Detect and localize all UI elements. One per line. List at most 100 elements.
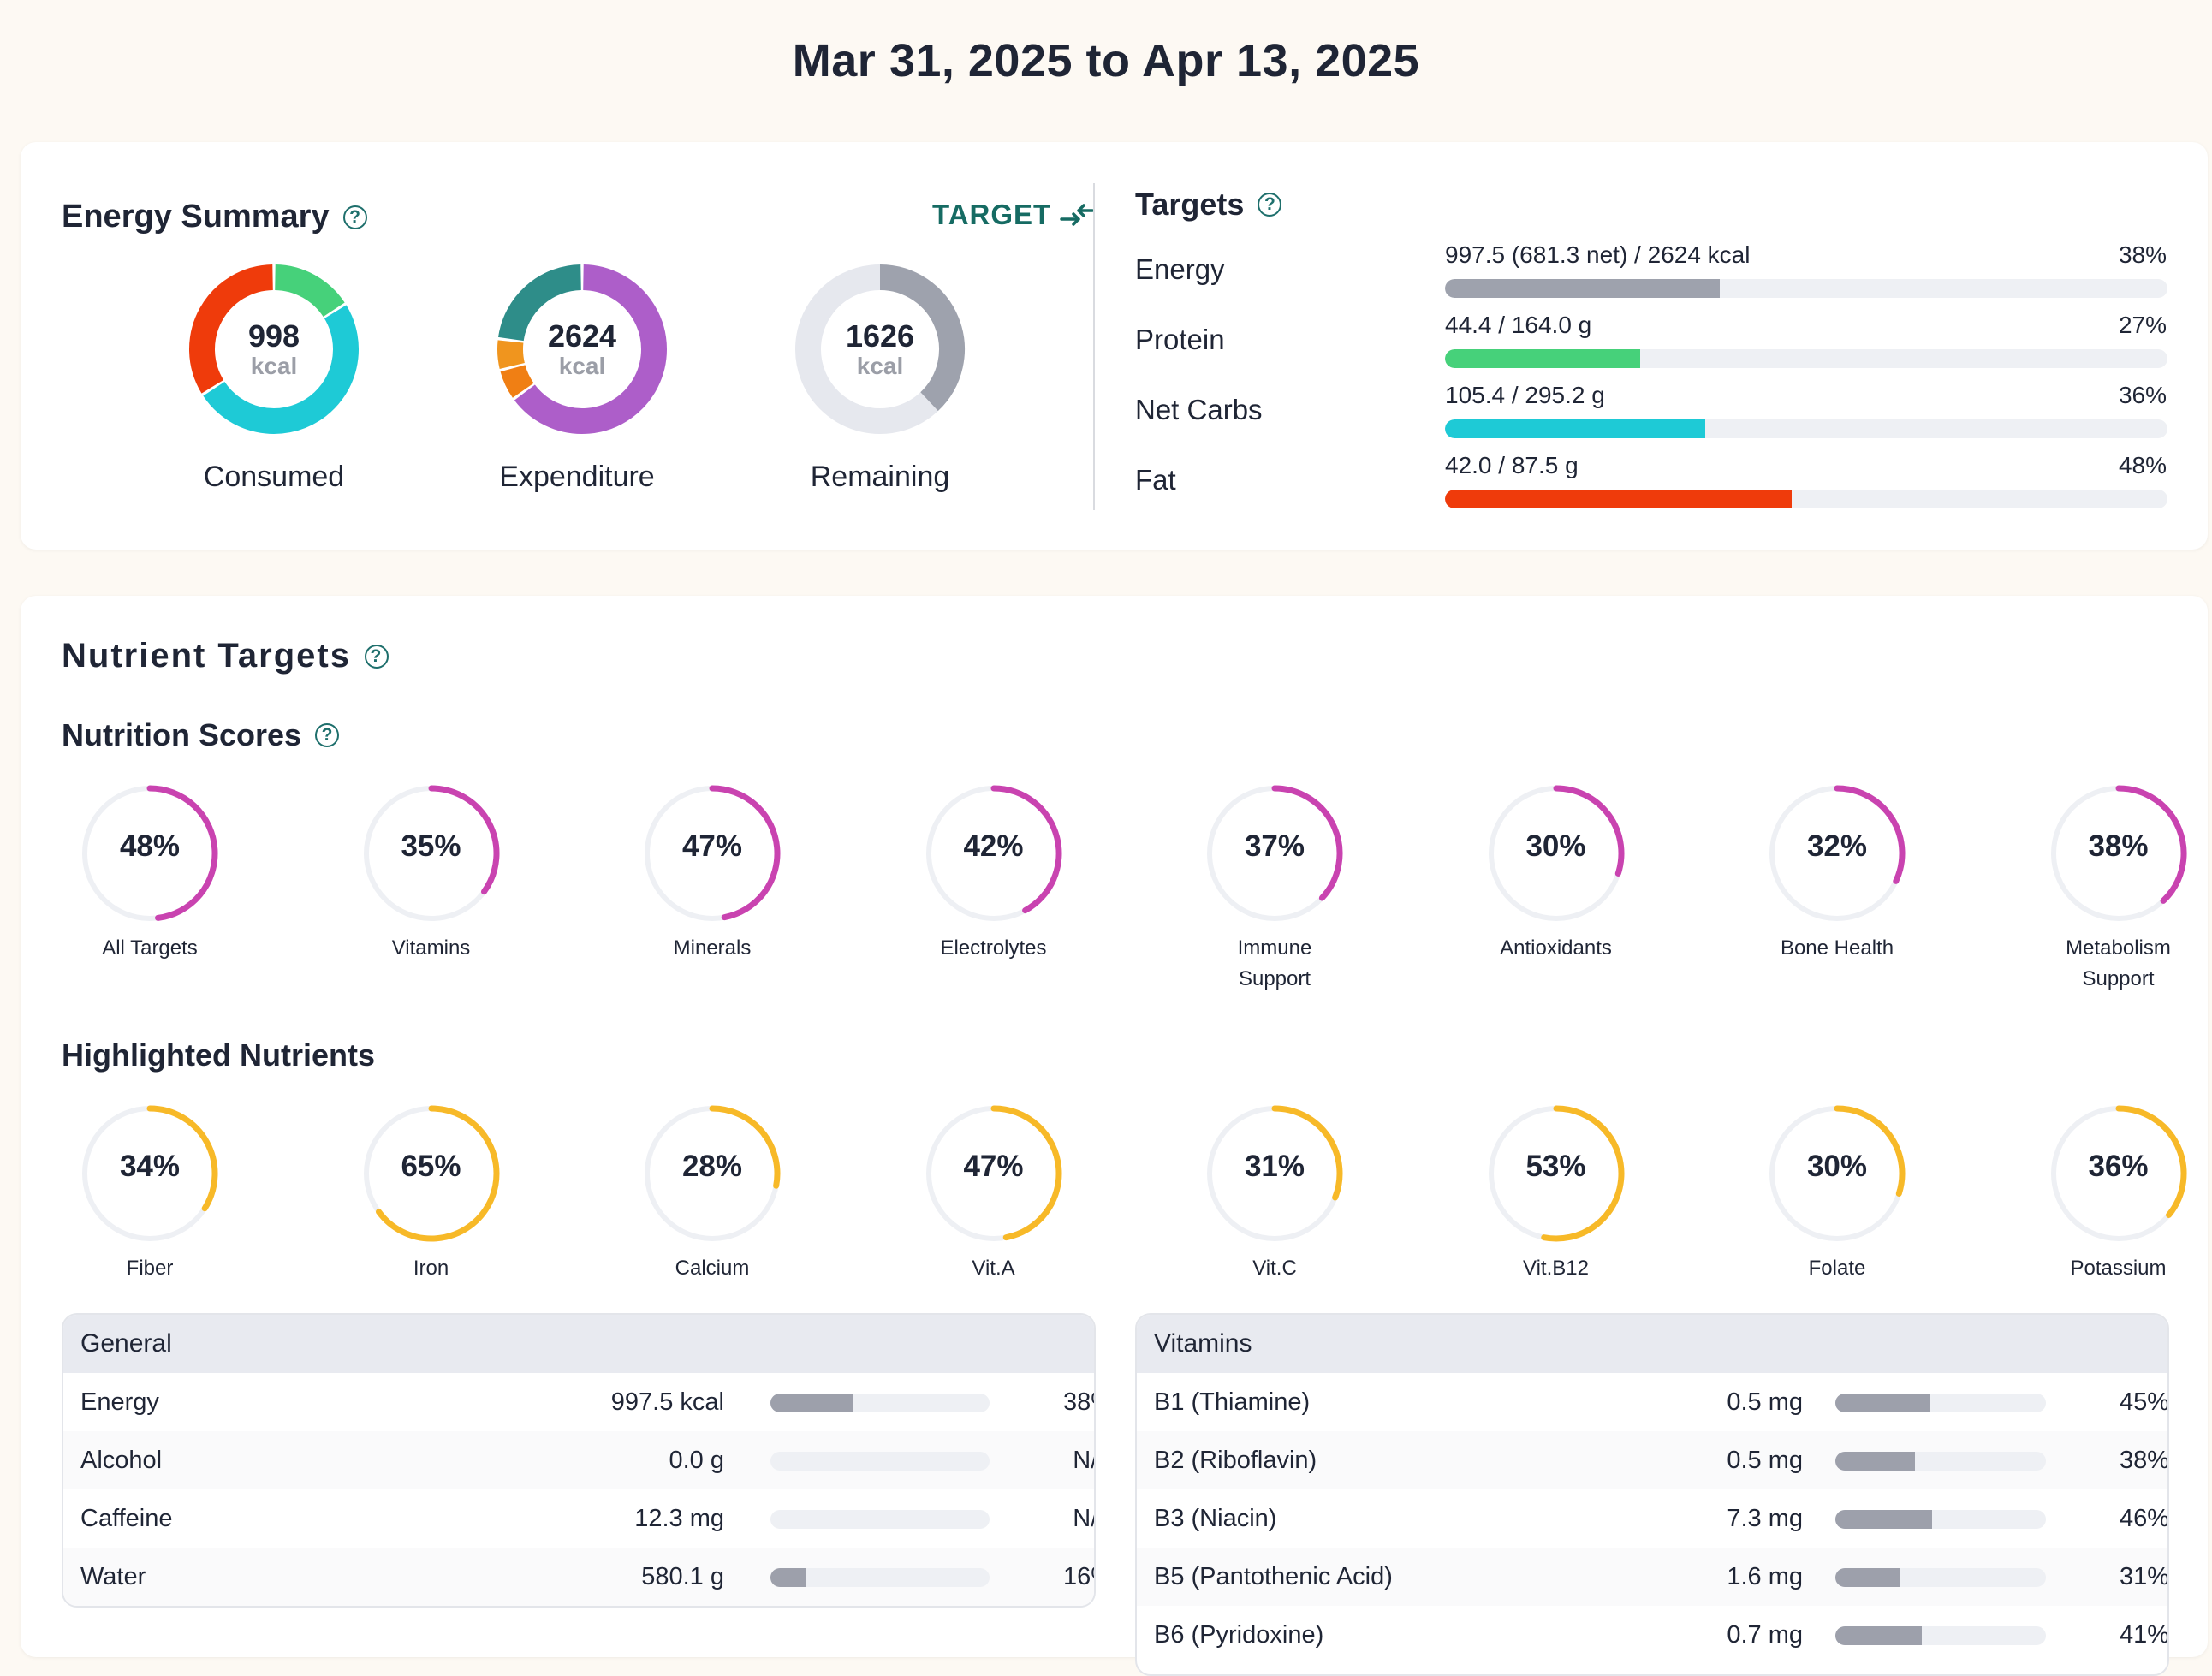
nutrient-progress-bar [770, 1394, 990, 1412]
targets-title: Targets [1135, 187, 1244, 223]
energy-summary-title: Energy Summary [62, 199, 330, 235]
score-ring[interactable]: 53% [1484, 1101, 1629, 1246]
score-ring[interactable]: 42% [921, 781, 1067, 926]
score-label: Vit.C [1163, 1253, 1386, 1284]
score-value: 32% [1764, 829, 1910, 864]
expenditure-value: 2624 [497, 318, 668, 354]
score-ring[interactable]: 32% [1764, 781, 1910, 926]
score-ring[interactable]: 34% [77, 1101, 223, 1246]
nutrient-amount: 0.5 mg [1632, 1447, 1803, 1475]
target-progress-bar [1445, 279, 2167, 298]
help-icon[interactable]: ? [315, 723, 339, 747]
help-icon[interactable]: ? [1258, 193, 1281, 217]
score-ring[interactable]: 31% [1202, 1101, 1347, 1246]
nutrient-name: B2 (Riboflavin) [1154, 1447, 1317, 1475]
target-percent: 36% [2119, 382, 2167, 409]
score-value: 30% [1764, 1150, 1910, 1184]
nutrient-percent: 38% [2084, 1447, 2169, 1475]
score-ring[interactable]: 37% [1202, 781, 1347, 926]
score-label: Fiber [39, 1253, 261, 1284]
target-progress-fill [1445, 490, 1792, 508]
score-value: 30% [1484, 829, 1629, 864]
target-progress-fill [1445, 279, 1720, 298]
nutrient-amount: 7.3 mg [1632, 1505, 1803, 1533]
nutrient-name: Water [80, 1563, 146, 1591]
score-ring[interactable]: 28% [639, 1101, 785, 1246]
score-ring[interactable]: 38% [2046, 781, 2191, 926]
nutrient-amount: 12.3 mg [553, 1505, 724, 1533]
score-label: Iron [320, 1253, 543, 1284]
score-value: 36% [2046, 1150, 2191, 1184]
nutrition-scores-heading: Nutrition Scores ? [62, 717, 339, 753]
remaining-unit: kcal [794, 353, 966, 380]
score-ring[interactable]: 47% [639, 781, 785, 926]
score-ring[interactable]: 48% [77, 781, 223, 926]
energy-summary-heading: Energy Summary ? [62, 199, 367, 235]
help-icon[interactable]: ? [365, 645, 389, 669]
nutrient-amount: 0.5 mg [1632, 1388, 1803, 1417]
nutrient-percent: 16% [1027, 1563, 1096, 1591]
nutrient-progress-fill [1835, 1394, 1930, 1412]
score-value: 53% [1484, 1150, 1629, 1184]
nutrient-percent: 38% [1027, 1388, 1096, 1417]
consumed-value: 998 [188, 318, 360, 354]
help-icon[interactable]: ? [343, 205, 367, 229]
nutrient-targets-heading: Nutrient Targets ? [62, 637, 389, 675]
target-value: 997.5 (681.3 net) / 2624 kcal [1445, 241, 1750, 269]
nutrient-percent: 41% [2084, 1621, 2169, 1649]
target-value: 105.4 / 295.2 g [1445, 382, 1605, 409]
nutrient-percent: 46% [2084, 1505, 2169, 1533]
score-ring[interactable]: 36% [2046, 1101, 2191, 1246]
energy-summary-card: Energy Summary ? TARGET 998 kcal Consume… [21, 142, 2208, 550]
table-row[interactable]: B3 (Niacin) 7.3 mg 46% [1137, 1489, 2167, 1548]
score-value: 35% [359, 829, 504, 864]
nutrient-progress-fill [1835, 1626, 1922, 1645]
target-toggle-button[interactable]: TARGET [932, 199, 1094, 231]
remaining-caption: Remaining [752, 461, 1008, 494]
score-ring[interactable]: 65% [359, 1101, 504, 1246]
score-value: 38% [2046, 829, 2191, 864]
score-value: 31% [1202, 1150, 1347, 1184]
highlighted-nutrients-heading: Highlighted Nutrients [62, 1037, 375, 1073]
target-label: Net Carbs [1135, 394, 1263, 426]
nutrient-amount: 580.1 g [553, 1563, 724, 1591]
nutrient-amount: 0.0 g [553, 1447, 724, 1475]
nutrient-percent: 31% [2084, 1563, 2169, 1591]
score-ring[interactable]: 30% [1484, 781, 1629, 926]
target-progress-bar [1445, 419, 2167, 438]
target-percent: 48% [2119, 452, 2167, 479]
score-label: Potassium [2007, 1253, 2212, 1284]
date-range-title: Mar 31, 2025 to Apr 13, 2025 [0, 34, 2212, 87]
nutrient-name: Energy [80, 1388, 159, 1417]
score-label: Folate [1726, 1253, 1948, 1284]
score-value: 37% [1202, 829, 1347, 864]
score-value: 48% [77, 829, 223, 864]
score-ring[interactable]: 30% [1764, 1101, 1910, 1246]
target-progress-fill [1445, 349, 1640, 368]
score-label: Metabolism Support [2050, 933, 2187, 995]
expenditure-caption: Expenditure [449, 461, 705, 494]
table-row[interactable]: Water 580.1 g 16% [63, 1548, 1094, 1606]
nutrient-progress-bar [1835, 1452, 2046, 1471]
score-value: 28% [639, 1150, 785, 1184]
general-table-header: General [63, 1315, 1094, 1373]
nutrient-name: B3 (Niacin) [1154, 1505, 1276, 1533]
nutrition-scores-title: Nutrition Scores [62, 717, 301, 753]
score-ring[interactable]: 47% [921, 1101, 1067, 1246]
table-row[interactable]: B2 (Riboflavin) 0.5 mg 38% [1137, 1431, 2167, 1489]
score-label: Antioxidants [1445, 933, 1668, 964]
expenditure-donut: 2624 kcal [497, 264, 668, 435]
remaining-value: 1626 [794, 318, 966, 354]
nutrient-progress-bar [770, 1568, 990, 1587]
vitamins-table-header: Vitamins [1137, 1315, 2167, 1373]
nutrient-name: B5 (Pantothenic Acid) [1154, 1563, 1393, 1591]
score-ring[interactable]: 35% [359, 781, 504, 926]
nutrient-progress-bar [1835, 1626, 2046, 1645]
score-value: 42% [921, 829, 1067, 864]
